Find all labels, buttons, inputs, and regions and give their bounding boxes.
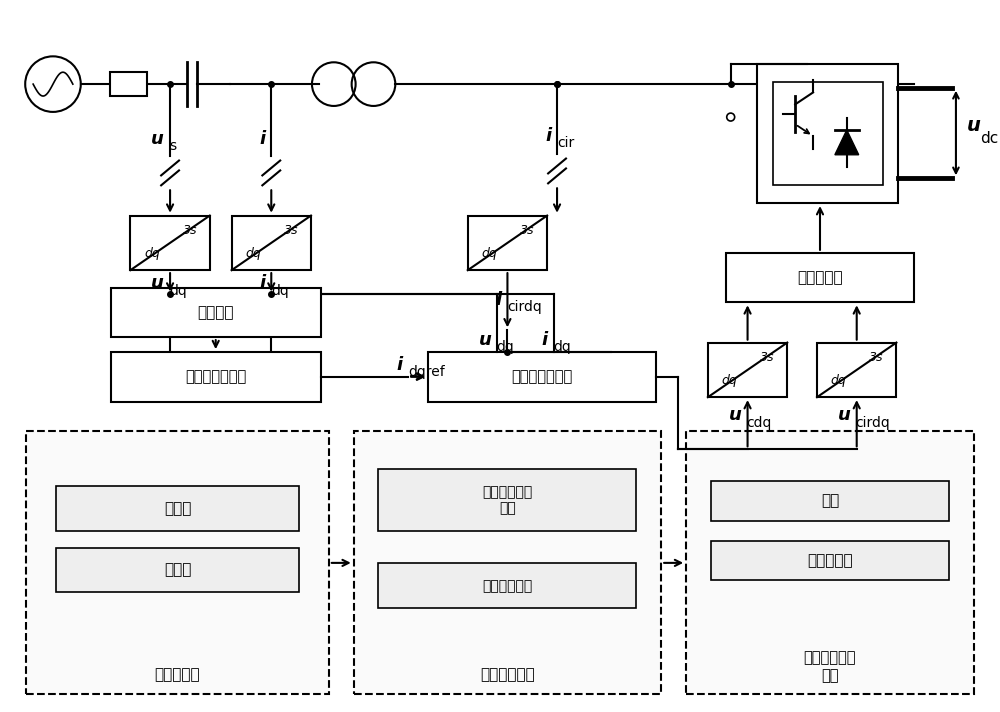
Text: dq: dq [554, 340, 571, 354]
Text: dq: dq [144, 247, 160, 261]
Text: 换流器级控制: 换流器级控制 [480, 667, 535, 682]
Text: 内环电流控制器: 内环电流控制器 [512, 370, 573, 384]
Text: $\bfit{u}$: $\bfit{u}$ [478, 331, 493, 349]
Bar [378, 469, 636, 530]
Text: dq: dq [497, 340, 514, 354]
Text: dq: dq [831, 375, 846, 387]
Text: 3s: 3s [183, 224, 197, 237]
Text: dq: dq [721, 375, 737, 387]
Text: $\bfit{u}$: $\bfit{u}$ [966, 115, 981, 135]
Polygon shape [835, 130, 859, 155]
Bar [130, 216, 210, 270]
Text: $\bfit{i}$: $\bfit{i}$ [545, 127, 553, 145]
Text: 调制: 调制 [821, 493, 839, 508]
Bar [378, 563, 636, 608]
Bar [111, 352, 321, 402]
Text: dq: dq [481, 247, 497, 261]
Bar [26, 431, 329, 694]
Text: cir: cir [557, 136, 574, 150]
Text: $\bfit{u}$: $\bfit{u}$ [150, 273, 164, 292]
Text: 定电压: 定电压 [164, 562, 191, 577]
Bar [711, 540, 949, 580]
Text: $\bfit{u}$: $\bfit{u}$ [150, 130, 164, 147]
Text: $\bfit{i}$: $\bfit{i}$ [495, 291, 503, 310]
Text: 脉冲调制器: 脉冲调制器 [797, 270, 843, 285]
Bar [817, 342, 896, 397]
Text: $\bfit{i}$: $\bfit{i}$ [259, 130, 267, 147]
Text: 环流抑制控制: 环流抑制控制 [482, 579, 533, 592]
Bar [686, 431, 974, 694]
Bar [110, 72, 147, 96]
Text: 3s: 3s [760, 352, 775, 365]
Text: dq: dq [169, 283, 187, 298]
Text: 3s: 3s [869, 352, 884, 365]
Bar [56, 486, 299, 530]
Text: dc: dc [980, 132, 998, 147]
Bar [773, 82, 883, 185]
Text: 内环基频电流
控制: 内环基频电流 控制 [482, 485, 533, 515]
Text: $\bfit{i}$: $\bfit{i}$ [259, 273, 267, 292]
Text: 3s: 3s [284, 224, 298, 237]
Bar [726, 253, 914, 303]
Bar [232, 216, 311, 270]
Bar [711, 481, 949, 520]
Bar [708, 342, 787, 397]
Text: cirdq: cirdq [856, 417, 890, 431]
Text: 瞬时功率: 瞬时功率 [197, 305, 234, 320]
Bar [56, 548, 299, 592]
Text: dqref: dqref [408, 365, 445, 379]
Text: cirdq: cirdq [507, 300, 542, 315]
Text: 定功率: 定功率 [164, 501, 191, 515]
Text: cdq: cdq [747, 417, 772, 431]
Text: $\bfit{u}$: $\bfit{u}$ [837, 406, 852, 424]
Text: $\bfit{i}$: $\bfit{i}$ [396, 356, 404, 374]
Text: 3s: 3s [520, 224, 535, 237]
Text: 外环功率控制器: 外环功率控制器 [185, 370, 246, 384]
Bar [354, 431, 661, 694]
Bar [111, 288, 321, 337]
Bar [428, 352, 656, 402]
Bar [757, 64, 898, 203]
Text: dq: dq [245, 247, 261, 261]
Text: $\bfit{u}$: $\bfit{u}$ [728, 406, 743, 424]
Text: 换流器阀组级
控制: 换流器阀组级 控制 [804, 650, 856, 683]
Bar [468, 216, 547, 270]
Text: s: s [169, 139, 176, 152]
Text: dq: dq [271, 283, 289, 298]
Text: $\bfit{i}$: $\bfit{i}$ [541, 331, 550, 349]
Text: 系统级控制: 系统级控制 [155, 667, 200, 682]
Text: 子模块均压: 子模块均压 [807, 553, 853, 568]
